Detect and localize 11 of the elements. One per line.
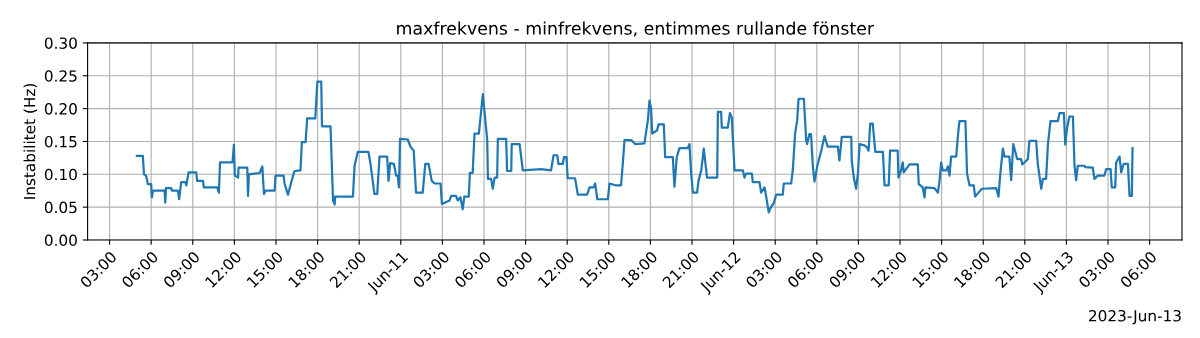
y-tick-label: 0.00	[44, 234, 77, 246]
text: 2023-Jun-13	[1089, 309, 1181, 325]
y-tick-label: 0.30	[44, 37, 77, 49]
y-tick-label: 0.20	[44, 103, 77, 115]
y-axis-title: Instabilitet (Hz)	[23, 83, 38, 199]
chart-title: maxfrekvens - minfrekvens, entimmes rullande fönster	[397, 21, 875, 37]
y-tick-label: 0.15	[44, 135, 77, 148]
y-tick-label: 0.25	[44, 70, 77, 82]
y-tick-label: 0.10	[44, 168, 77, 181]
y-tick-label: 0.05	[44, 201, 77, 214]
line-series	[135, 80, 1134, 214]
